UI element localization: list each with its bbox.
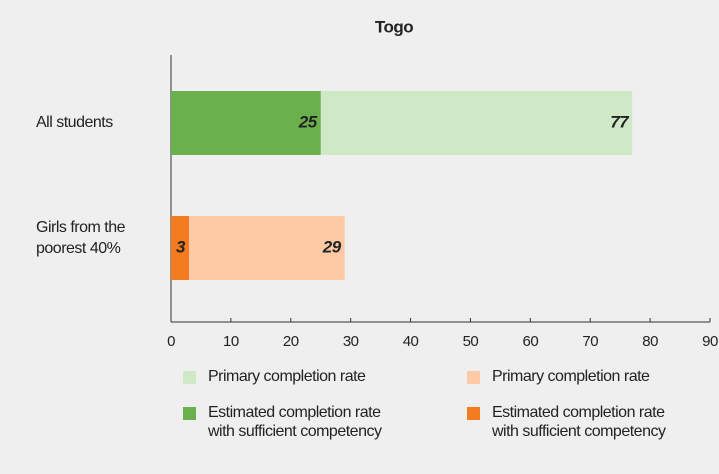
legend-swatch [183, 371, 196, 384]
legend-swatch [183, 407, 196, 420]
data-label: 25 [298, 112, 318, 131]
category-label: Girls from the poorest 40% [36, 219, 126, 257]
x-tick-label: 50 [463, 333, 479, 350]
data-label: 77 [610, 112, 630, 131]
legend-label: Estimated completion rate with sufficien… [492, 404, 666, 440]
legend-label: Primary completion rate [208, 368, 366, 385]
x-tick-label: 90 [702, 333, 718, 350]
x-tick-label: 70 [582, 333, 598, 350]
bar [171, 91, 321, 155]
data-label: 29 [322, 237, 342, 256]
legend-swatch [467, 371, 480, 384]
x-tick-label: 40 [403, 333, 419, 350]
chart-title: Togo [375, 17, 413, 36]
x-tick-label: 60 [522, 333, 538, 350]
x-tick-label: 30 [343, 333, 359, 350]
bar [171, 216, 345, 280]
category-label: All students [36, 114, 113, 131]
legend-label: Primary completion rate [492, 368, 650, 385]
data-label: 3 [176, 237, 186, 256]
x-tick-label: 80 [642, 333, 658, 350]
x-tick-label: 0 [167, 333, 175, 350]
x-tick-label: 20 [283, 333, 299, 350]
bar [171, 216, 189, 280]
legend-label: Estimated completion rate with sufficien… [208, 404, 382, 440]
legend-swatch [467, 407, 480, 420]
x-tick-label: 10 [223, 333, 239, 350]
